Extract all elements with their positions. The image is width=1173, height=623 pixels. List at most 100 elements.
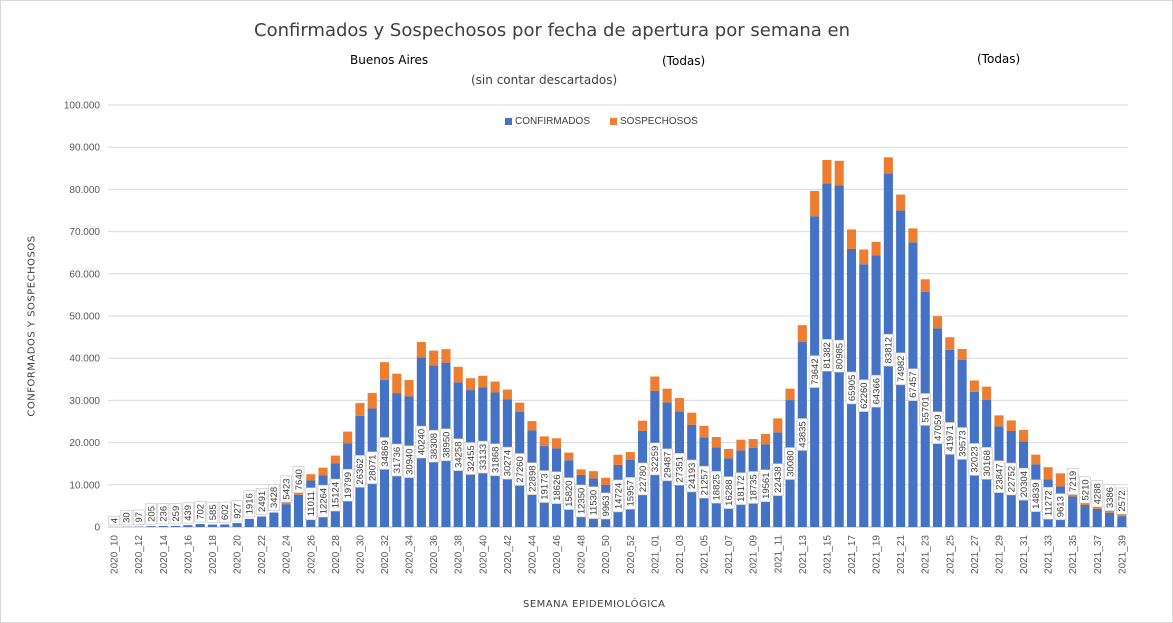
x-tick-label: 2021_25 <box>945 535 956 574</box>
data-label-box <box>968 443 981 476</box>
bar-sospechosos <box>773 418 783 433</box>
data-label-box <box>255 487 268 515</box>
data-label: 32259 <box>650 446 661 472</box>
bar-sospechosos <box>515 402 525 412</box>
data-label: 97 <box>134 512 145 523</box>
data-label: 19173 <box>540 473 551 499</box>
bar-sospechosos <box>920 279 930 292</box>
data-label-box <box>661 448 673 482</box>
bar-sospechosos <box>306 474 316 481</box>
x-tick-label: 2020_14 <box>159 535 170 574</box>
bar-confirmados <box>1068 496 1078 527</box>
data-label: 236 <box>159 506 170 522</box>
data-label: 12350 <box>576 488 587 514</box>
data-label: 23847 <box>994 463 1005 489</box>
data-label-box <box>513 453 526 486</box>
bar-confirmados <box>269 512 279 527</box>
bar-sospechosos <box>539 436 549 447</box>
data-label-box <box>685 459 698 493</box>
bar-sospechosos <box>429 350 439 366</box>
y-tick-label: 80.000 <box>69 185 100 196</box>
data-label: 3386 <box>1105 487 1116 508</box>
x-tick-label: 2021_29 <box>994 535 1005 574</box>
bar-sospechosos <box>871 241 881 256</box>
data-label: 30940 <box>404 449 415 475</box>
bar-sospechosos <box>896 194 906 211</box>
bar-sospechosos <box>1018 429 1029 442</box>
data-label-box <box>1103 484 1116 512</box>
bar-sospechosos <box>834 160 844 186</box>
data-label: 31736 <box>392 447 403 473</box>
bar-sospechosos <box>564 452 574 461</box>
data-label: 5210 <box>1080 479 1091 500</box>
bar-sospechosos <box>699 425 709 438</box>
x-tick-label: 2021_07 <box>724 535 735 574</box>
subtitle-province: Buenos Aires <box>350 53 429 67</box>
y-tick-label: 10.000 <box>69 480 100 491</box>
data-label-box <box>464 442 477 475</box>
x-tick-label: 2021_31 <box>1019 535 1030 574</box>
data-label: 21257 <box>699 469 710 495</box>
data-label: 9613 <box>1056 496 1067 517</box>
x-tick-label: 2021_01 <box>650 535 661 574</box>
data-label-box <box>157 503 170 525</box>
bar-sospechosos <box>859 249 869 265</box>
legend-item-confirmados: CONFIRMADOS <box>505 116 590 127</box>
data-label-box <box>1116 487 1128 515</box>
data-label: 22780 <box>638 466 649 492</box>
data-label: 40240 <box>417 429 428 455</box>
data-label: 18825 <box>712 474 723 500</box>
x-tick-label: 2021_03 <box>675 535 686 574</box>
bar-sospechosos <box>982 386 992 400</box>
legend-swatch-confirmados <box>505 118 512 125</box>
data-label: 62260 <box>859 382 870 408</box>
data-label-box <box>120 509 133 526</box>
data-label: 30274 <box>503 450 514 476</box>
x-tick-label: 2020_30 <box>355 535 366 574</box>
data-label-box <box>944 422 956 455</box>
data-label: 22898 <box>527 465 538 491</box>
data-label-box <box>415 425 428 459</box>
data-label-box <box>231 500 243 522</box>
y-tick-label: 30.000 <box>69 396 100 407</box>
bar-sospechosos <box>674 398 684 412</box>
data-label: 55701 <box>921 396 932 422</box>
x-tick-label: 2020_24 <box>282 535 293 574</box>
data-label-box <box>624 477 637 510</box>
bar-sospechosos <box>502 389 512 400</box>
bar-sospechosos <box>588 471 598 479</box>
x-tick-label: 2020_26 <box>306 535 317 574</box>
data-label-box <box>636 462 649 496</box>
bar-confirmados <box>195 524 205 527</box>
bar-confirmados <box>293 494 304 527</box>
bar-sospechosos <box>625 452 635 460</box>
data-label: 205 <box>146 506 157 522</box>
data-label: 15957 <box>626 480 637 506</box>
data-label: 1916 <box>245 493 256 514</box>
bar-confirmados <box>1117 516 1127 527</box>
bar-sospechosos <box>441 349 451 363</box>
bar-sospechosos <box>576 469 586 475</box>
data-label-box <box>980 447 993 480</box>
data-label: 7640 <box>294 469 305 490</box>
data-label-box <box>735 472 747 505</box>
data-label-box <box>182 502 194 524</box>
data-label-box <box>526 462 538 495</box>
bar-sospechosos <box>736 439 746 451</box>
bar-sospechosos <box>945 337 955 350</box>
legend-label-confirmados: CONFIRMADOS <box>515 116 590 127</box>
x-tick-label: 2021_11 <box>773 535 784 574</box>
bar-sospechosos <box>908 228 918 243</box>
data-label-box <box>673 452 686 486</box>
data-label-box <box>378 437 391 470</box>
y-tick-label: 70.000 <box>69 227 100 238</box>
data-label-box <box>821 338 833 372</box>
y-tick-label: 90.000 <box>69 143 100 154</box>
bar-sospechosos <box>478 375 488 388</box>
y-tick-label: 20.000 <box>69 438 100 449</box>
data-label-box <box>845 371 858 405</box>
bar-confirmados <box>1105 512 1115 527</box>
bar-confirmados <box>257 516 267 527</box>
x-tick-label: 2020_10 <box>110 535 121 574</box>
data-label-box <box>894 352 907 386</box>
